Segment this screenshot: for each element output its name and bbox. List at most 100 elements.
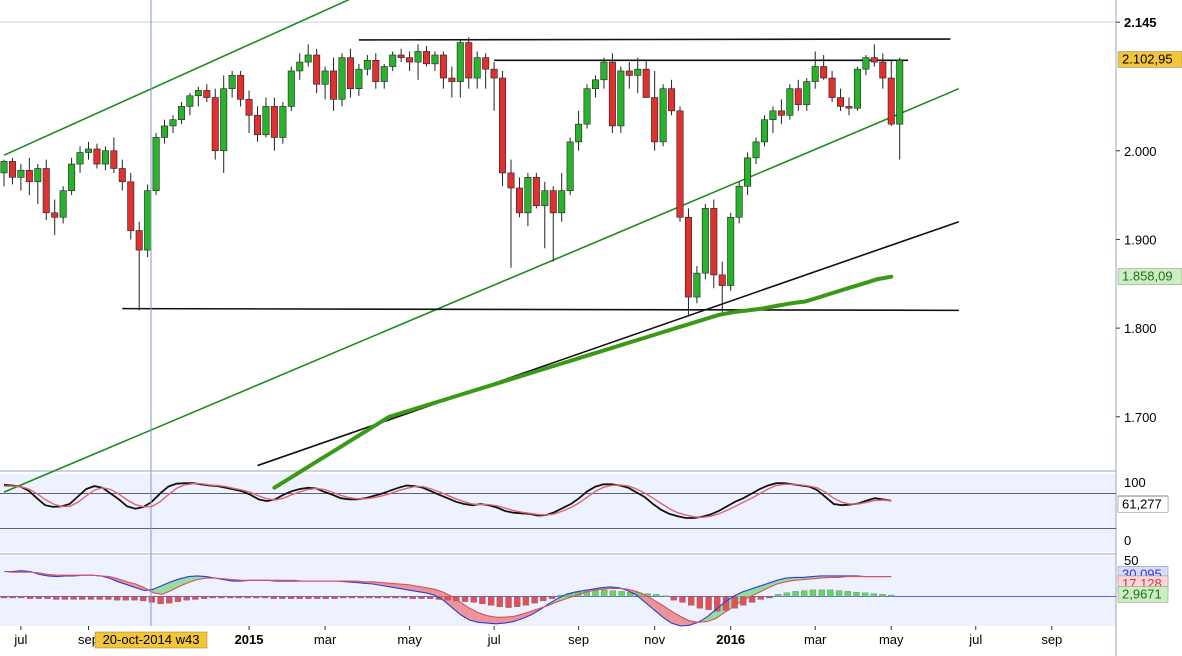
candle-body: [524, 177, 532, 214]
signal-fill: [645, 595, 655, 610]
candle-body: [558, 190, 566, 214]
candle-body: [338, 57, 346, 100]
candle-body: [896, 60, 904, 125]
candle-body: [389, 54, 397, 67]
x-tick-label: sep: [78, 632, 99, 647]
candle-body: [406, 57, 414, 63]
candle-body: [346, 57, 354, 89]
candle-body: [237, 75, 245, 100]
histogram-bar: [583, 591, 590, 597]
candle-body: [566, 141, 574, 191]
candle-body: [786, 88, 794, 116]
histogram-bar: [192, 596, 199, 600]
candle-body: [76, 152, 84, 165]
candle-body: [659, 88, 667, 143]
x-tick-label: sep: [568, 632, 589, 647]
signal-fill: [680, 616, 690, 626]
histogram-value-tag-bg: [1117, 586, 1169, 603]
histogram-bar: [653, 594, 660, 597]
histogram-bar: [383, 596, 390, 599]
candlestick-layer: [0, 37, 904, 315]
crosshair-label-bg[interactable]: [94, 631, 208, 649]
histogram-bar: [53, 596, 60, 600]
histogram-bar: [183, 596, 190, 601]
candle-body: [642, 68, 650, 98]
price-tag: 1.858,09: [1122, 269, 1173, 284]
oscillator-line: [4, 483, 892, 519]
moving-average-layer: [272, 274, 894, 490]
candle-body: [34, 168, 42, 183]
candle-body: [591, 79, 599, 89]
candle-body: [448, 77, 456, 82]
histogram-bar: [801, 590, 808, 597]
signal-fill: [188, 575, 198, 583]
histogram-bar: [696, 596, 704, 609]
candle-body: [220, 88, 228, 152]
signal-fill: [671, 611, 681, 626]
histogram-bar: [392, 596, 399, 599]
candle-body: [490, 68, 498, 79]
histogram-bar: [105, 596, 112, 600]
signal-fill: [662, 605, 672, 624]
candle-body: [363, 60, 371, 70]
candle-body: [211, 97, 219, 152]
candle-body: [330, 70, 338, 100]
candle-body: [186, 95, 194, 107]
candle-body: [532, 177, 540, 207]
oscillator-tick-label: 0: [1124, 533, 1131, 548]
candle-body: [507, 172, 515, 189]
candle-body: [135, 230, 143, 251]
candle-body: [254, 114, 262, 136]
histogram-bar: [287, 596, 295, 599]
signal-fill: [495, 617, 505, 624]
candle-body: [769, 110, 777, 121]
histogram-bar: [70, 596, 77, 600]
histogram-bar: [783, 592, 791, 597]
candle-body: [676, 110, 684, 218]
candle-body: [93, 148, 101, 165]
crosshair-date-label[interactable]: 20-oct-2014 w43: [103, 632, 200, 647]
histogram-bar: [661, 595, 669, 597]
candle-body: [228, 75, 236, 89]
histogram-bar: [487, 596, 495, 606]
candle-body: [744, 157, 752, 187]
histogram-bar: [722, 596, 730, 611]
histogram-bar: [305, 596, 312, 599]
histogram-bar: [35, 596, 42, 599]
candle-body: [161, 125, 169, 138]
trendline: [358, 38, 951, 41]
candle-body: [870, 57, 878, 63]
histogram-bar: [505, 596, 512, 608]
oscillator-value-tag: 61,277: [1122, 496, 1162, 511]
candle-body: [152, 137, 160, 191]
candle-body: [651, 97, 659, 143]
candle-body: [85, 148, 93, 153]
candle-body: [355, 68, 363, 89]
histogram-bar: [870, 593, 878, 597]
crosshair[interactable]: 20-oct-2014 w43: [94, 0, 208, 649]
candle-body: [752, 141, 760, 159]
candle-body: [837, 97, 845, 107]
candle-body: [828, 77, 836, 98]
histogram-bar: [862, 592, 869, 597]
histogram-bar: [766, 596, 773, 599]
candle-body: [169, 119, 177, 127]
candle-body: [693, 272, 701, 298]
histogram-bar: [496, 596, 503, 607]
candle-body: [144, 190, 152, 251]
candle-body: [465, 42, 473, 79]
histogram-panel-bg: [0, 556, 1116, 626]
candle-body: [583, 88, 591, 125]
x-tick-label: may: [397, 632, 422, 647]
signal-fill: [153, 585, 163, 595]
histogram-bar: [427, 596, 434, 599]
candle-body: [127, 181, 135, 231]
histogram-bar: [792, 591, 799, 597]
x-tick-label: nov: [644, 632, 665, 647]
candle-body: [777, 110, 785, 116]
signal-fill: [504, 616, 514, 624]
candle-body: [194, 90, 202, 97]
histogram-bar: [166, 596, 173, 604]
candle-body: [118, 168, 126, 183]
